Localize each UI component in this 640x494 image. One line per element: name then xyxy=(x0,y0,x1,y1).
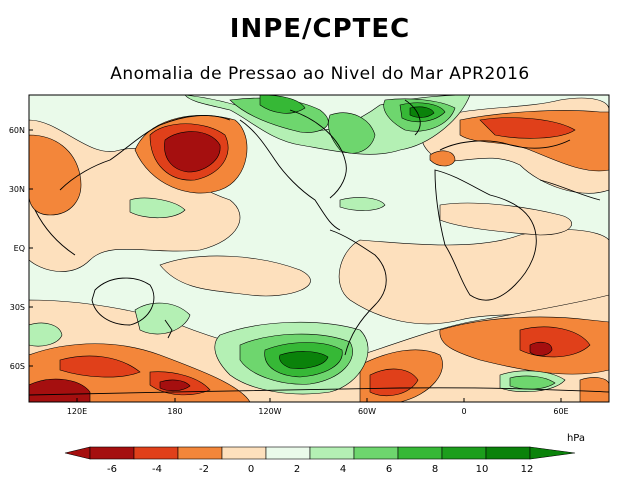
africa-coast xyxy=(434,169,537,301)
south-america-coast xyxy=(329,229,387,356)
lon-label: 60E xyxy=(553,407,568,416)
colorbar-tick: 2 xyxy=(294,464,300,475)
anomaly-extreme-negative xyxy=(29,131,553,402)
colorbar-segment xyxy=(133,446,179,460)
colorbar-segment xyxy=(397,446,443,460)
longitude-labels: 120E 180 120W 60W 0 60E xyxy=(67,407,569,416)
southeast-asia-coast xyxy=(34,209,76,256)
lon-label: 0 xyxy=(461,407,466,416)
lon-label: 120W xyxy=(258,407,281,416)
anomaly-extreme-positive xyxy=(279,106,435,369)
colorbar-segment xyxy=(441,446,487,460)
lon-label: 60W xyxy=(358,407,376,416)
new-zealand-coast xyxy=(164,319,173,339)
page-title: INPE/CPTEC xyxy=(229,14,411,44)
lat-label: 60S xyxy=(10,362,25,371)
colorbar-segment xyxy=(64,446,91,460)
lat-label: EQ xyxy=(14,244,25,253)
colorbar-tick: 4 xyxy=(340,464,346,475)
antarctica-coast xyxy=(29,387,609,396)
europe-coast xyxy=(439,139,571,151)
lat-label: 30N xyxy=(9,185,25,194)
colorbar-segment xyxy=(529,446,576,460)
colorbar-segment xyxy=(89,446,135,460)
colorbar-segment xyxy=(353,446,399,460)
colorbar-tick: 8 xyxy=(432,464,438,475)
lat-label: 60N xyxy=(9,126,25,135)
lon-label: 120E xyxy=(67,407,87,416)
colorbar-tick: -6 xyxy=(107,464,117,475)
colorbar-tick: 10 xyxy=(476,464,489,475)
map-subtitle: Anomalia de Pressao ao Nivel do Mar APR2… xyxy=(110,64,530,84)
anomaly-map xyxy=(29,95,609,402)
north-america-east-coast xyxy=(289,109,347,199)
axis-ticks xyxy=(29,129,562,402)
colorbar-tick: 0 xyxy=(248,464,254,475)
colorbar-segment xyxy=(309,446,355,460)
arabia-india-coast xyxy=(539,179,601,201)
north-america-west-coast xyxy=(239,119,341,231)
australia-coast xyxy=(91,277,155,326)
colorbar-unit: hPa xyxy=(567,433,585,444)
coastlines xyxy=(29,99,609,396)
colorbar-segment xyxy=(485,446,531,460)
colorbar-tick: 6 xyxy=(386,464,392,475)
lat-label: 30S xyxy=(10,303,25,312)
colorbar-segment xyxy=(265,446,311,460)
colorbar-segment xyxy=(177,446,223,460)
colorbar-tick: 12 xyxy=(521,464,534,475)
colorbar-segment xyxy=(221,446,267,460)
latitude-labels: 60N 30N EQ 30S 60S xyxy=(9,126,25,371)
colorbar-tick: -2 xyxy=(199,464,209,475)
map-frame xyxy=(28,94,610,403)
colorbar-tick: -4 xyxy=(152,464,162,475)
greenland-coast xyxy=(404,99,421,136)
colorbar: hPa -6 -4 -2 0 2 4 6 8 10 12 xyxy=(64,433,585,475)
asia-coast xyxy=(59,115,231,191)
lon-label: 180 xyxy=(167,407,182,416)
